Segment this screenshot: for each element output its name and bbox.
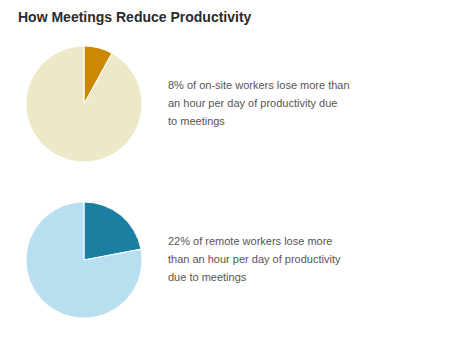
title: How Meetings Reduce Productivity bbox=[18, 9, 252, 25]
annotation: 22% of remote workers lose more than an h… bbox=[168, 235, 341, 282]
annotation: 8% of on-site workers lose more than an h… bbox=[168, 79, 350, 126]
annotation-line: due to meetings bbox=[168, 271, 247, 283]
annotation-line: 22% of remote workers lose more bbox=[168, 235, 332, 247]
annotation-line: an hour per day of productivity due bbox=[168, 97, 337, 109]
annotation-line: 8% of on-site workers lose more than bbox=[168, 79, 350, 91]
annotation-line: than an hour per day of productivity bbox=[168, 253, 341, 265]
chart-svg: How Meetings Reduce Productivity 8% of on… bbox=[0, 0, 474, 342]
pie bbox=[26, 46, 142, 162]
chart-container: How Meetings Reduce Productivity 8% of on… bbox=[0, 0, 474, 342]
pie bbox=[26, 202, 142, 318]
pie-slice bbox=[26, 46, 142, 162]
annotation-line: to meetings bbox=[168, 115, 225, 127]
pie-slice bbox=[26, 202, 142, 318]
